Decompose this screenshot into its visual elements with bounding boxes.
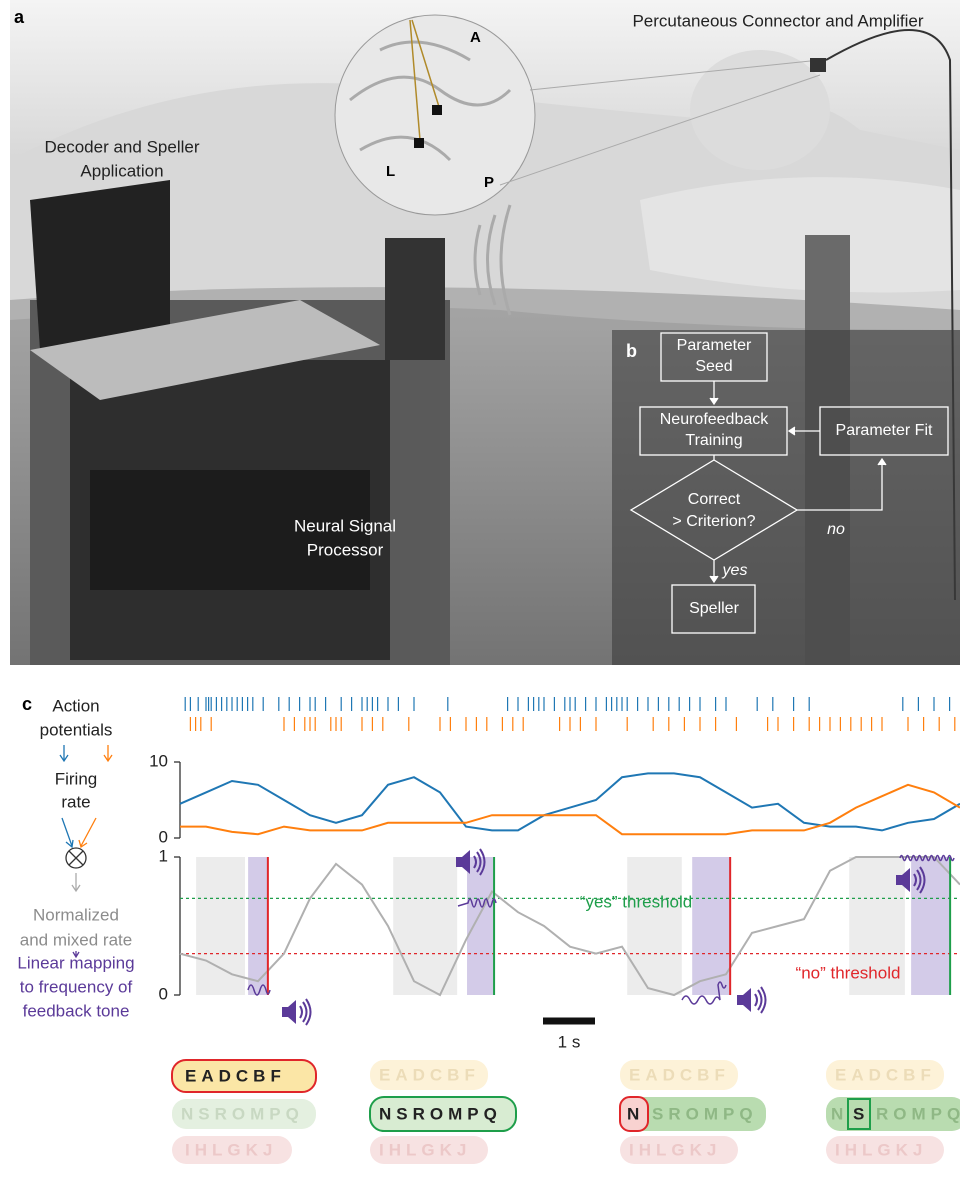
- speller-row: IHLGKJ: [185, 1140, 277, 1159]
- decoder-label: Decoder and Speller: [45, 137, 200, 156]
- y-tick-label: 0: [159, 827, 168, 846]
- panel-label: a: [14, 7, 25, 27]
- time-window: [627, 857, 682, 995]
- speaker-icon: [737, 987, 766, 1013]
- panel-label: b: [626, 341, 637, 361]
- pipeline-label: feedback tone: [23, 1001, 130, 1020]
- pipeline-label: rate: [61, 792, 90, 811]
- brain-label: P: [484, 174, 494, 191]
- edge-label: yes: [722, 562, 748, 579]
- time-window: [196, 857, 245, 995]
- decoder-label: Application: [80, 161, 163, 180]
- speller-letter: N: [627, 1104, 644, 1123]
- speller-row: EADCBF: [379, 1065, 480, 1084]
- pipeline-label: Action: [52, 696, 99, 715]
- brain-label: L: [386, 163, 395, 180]
- node-label: Parameter: [677, 337, 752, 354]
- threshold-label: “no” threshold: [796, 963, 901, 982]
- node-label: Correct: [688, 491, 741, 508]
- speller-row: EADCBF: [835, 1065, 936, 1084]
- pipeline-label: Firing: [55, 769, 98, 788]
- processor-label: Processor: [307, 540, 384, 559]
- panel-label: c: [22, 694, 32, 714]
- speller-row: SROMPQ: [652, 1104, 758, 1123]
- edge-label: no: [827, 521, 845, 538]
- time-window: [911, 857, 950, 995]
- speller-row: NSROMPQ: [181, 1104, 304, 1123]
- pipeline-label: to frequency of: [20, 977, 133, 996]
- brain-label: A: [470, 29, 481, 46]
- speller-row: EADCBF: [185, 1066, 286, 1085]
- speaker-icon: [282, 999, 311, 1025]
- time-window: [467, 857, 494, 995]
- figure: a Percutaneous Connector and Amplifier D…: [0, 0, 960, 1179]
- pipeline-label: potentials: [40, 720, 113, 739]
- speller-row: IHLGKJ: [629, 1140, 721, 1159]
- y-tick-label: 10: [149, 751, 168, 770]
- node-label: Seed: [695, 358, 732, 375]
- connector-label: Percutaneous Connector and Amplifier: [632, 11, 923, 30]
- speller-letter: S: [853, 1104, 869, 1123]
- speller-letter: N: [831, 1104, 848, 1123]
- flowchart: [612, 330, 960, 665]
- speller-row: NSROMPQ: [379, 1104, 502, 1123]
- scale-bar-label: 1 s: [558, 1032, 581, 1051]
- node-label: Neurofeedback: [660, 411, 770, 428]
- speller-row: IHLGKJ: [379, 1140, 471, 1159]
- speller-row: ROMPQ: [876, 1104, 960, 1123]
- pipeline-label: and mixed rate: [20, 930, 132, 949]
- series-line: [180, 773, 960, 830]
- processor-label: Neural Signal: [294, 516, 396, 535]
- node-label: Training: [685, 432, 742, 449]
- node-label: > Criterion?: [672, 513, 755, 530]
- node-label: Speller: [689, 600, 739, 617]
- pipeline-label: Normalized: [33, 905, 119, 924]
- speller-row: EADCBF: [629, 1065, 730, 1084]
- speller-row: IHLGKJ: [835, 1140, 927, 1159]
- speller: EADCBF NSROMPQ IHLGKJ EADCBF NSROMPQ IHL…: [172, 1060, 960, 1164]
- y-tick-label: 0: [159, 984, 168, 1003]
- y-tick-label: 1: [159, 846, 168, 865]
- node-label: Parameter Fit: [836, 422, 933, 439]
- threshold-label: “yes” threshold: [580, 892, 692, 911]
- time-window: [393, 857, 457, 995]
